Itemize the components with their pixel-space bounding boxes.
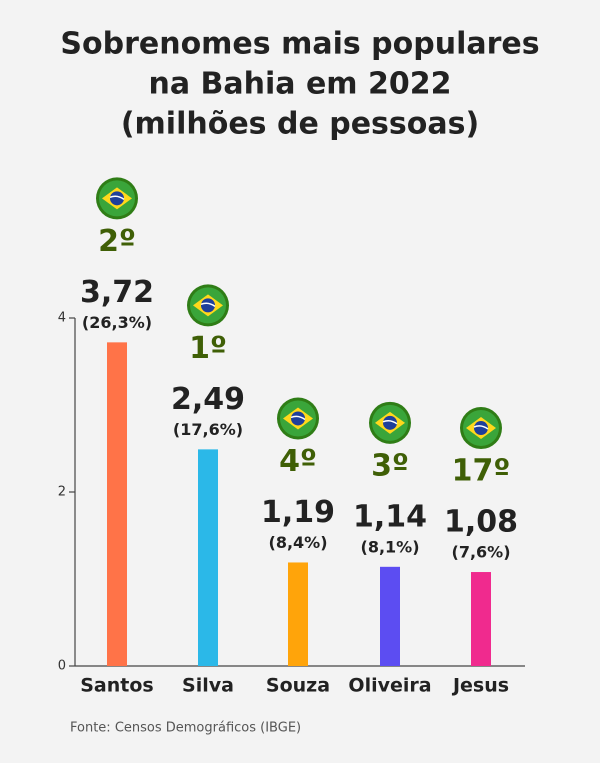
source-note: Fonte: Censos Demográficos (IBGE) xyxy=(70,721,301,736)
rank-label: 3º xyxy=(371,448,409,483)
x-tick-label: Jesus xyxy=(451,675,509,697)
x-tick-label: Silva xyxy=(182,675,234,697)
y-tick-label: 2 xyxy=(58,485,66,500)
flag-globe xyxy=(201,298,215,313)
flag-band xyxy=(382,419,398,425)
rank-label: 4º xyxy=(279,444,317,479)
share-label: (7,6%) xyxy=(452,543,511,562)
flag-icon xyxy=(460,407,502,450)
flag-globe xyxy=(110,191,124,206)
flag-icon xyxy=(369,401,411,444)
bar xyxy=(107,342,127,666)
rank-label: 1º xyxy=(189,331,227,366)
flag-icon xyxy=(187,284,229,327)
flag-band xyxy=(109,195,125,200)
bar xyxy=(198,449,218,666)
share-label: (26,3%) xyxy=(82,313,152,332)
bar xyxy=(471,572,491,666)
rank-label: 17º xyxy=(452,454,511,489)
flag-globe xyxy=(291,411,305,426)
share-label: (8,4%) xyxy=(269,533,328,552)
share-label: (8,1%) xyxy=(361,537,420,556)
bar xyxy=(288,562,308,666)
bar xyxy=(380,566,400,666)
value-label: 3,72 xyxy=(80,275,154,310)
chart-title: Sobrenomes mais populares xyxy=(60,27,539,62)
x-tick-label: Souza xyxy=(266,675,330,697)
flag-icon xyxy=(277,397,319,440)
chart-title: (milhões de pessoas) xyxy=(121,107,479,142)
flag-globe xyxy=(474,421,488,436)
rank-label: 2º xyxy=(98,224,136,259)
x-tick-label: Oliveira xyxy=(348,675,431,697)
value-label: 1,14 xyxy=(353,499,427,534)
chart-title: na Bahia em 2022 xyxy=(148,67,451,102)
value-label: 1,08 xyxy=(444,505,518,540)
y-tick-label: 0 xyxy=(58,659,66,674)
flag-band xyxy=(473,425,489,430)
flag-globe xyxy=(383,415,397,430)
flag-band xyxy=(290,415,306,421)
share-label: (17,6%) xyxy=(173,420,243,439)
value-label: 2,49 xyxy=(171,382,245,417)
flag-band xyxy=(200,302,216,307)
flag-icon xyxy=(96,177,138,220)
y-tick-label: 4 xyxy=(58,311,66,326)
value-label: 1,19 xyxy=(261,495,335,530)
x-tick-label: Santos xyxy=(80,675,153,697)
